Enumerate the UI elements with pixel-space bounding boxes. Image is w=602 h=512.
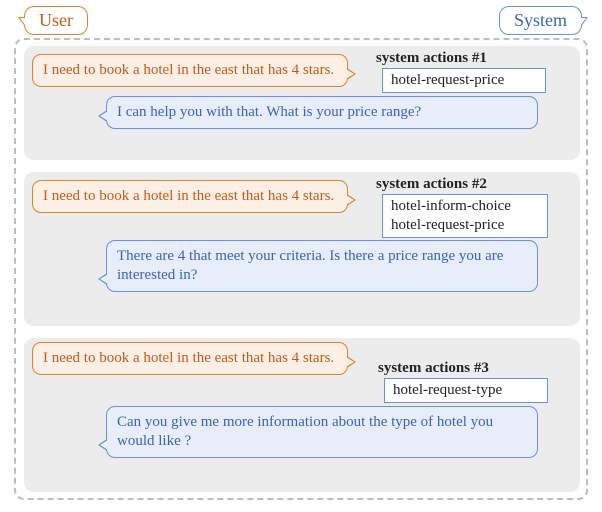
user-utterance-2: I need to book a hotel in the east that … bbox=[32, 180, 348, 213]
bubble-tail-fill bbox=[346, 195, 354, 205]
system-actions-box-1: hotel-request-price bbox=[382, 68, 546, 93]
bubble-tail-fill bbox=[346, 357, 354, 367]
diagram-canvas: User System I need to book a hotel in th… bbox=[14, 8, 588, 504]
bubble-tail-fill bbox=[100, 440, 108, 450]
system-action-line: hotel-request-price bbox=[391, 216, 539, 235]
dialogue-panel-3: I need to book a hotel in the east that … bbox=[24, 338, 580, 492]
dialogue-panel-1: I need to book a hotel in the east that … bbox=[24, 46, 580, 160]
dialogue-container: I need to book a hotel in the east that … bbox=[14, 38, 588, 500]
system-actions-box-3: hotel-request-type bbox=[384, 378, 548, 403]
user-utterance-3: I need to book a hotel in the east that … bbox=[32, 342, 348, 375]
system-reply-1: I can help you with that. What is your p… bbox=[106, 96, 538, 129]
bubble-tail-fill bbox=[100, 274, 108, 284]
system-reply-text: There are 4 that meet your criteria. Is … bbox=[117, 248, 503, 283]
system-reply-text: Can you give me more information about t… bbox=[117, 414, 493, 449]
system-role-label: System bbox=[499, 6, 582, 35]
bubble-tail-fill bbox=[100, 111, 108, 121]
system-action-line: hotel-inform-choice bbox=[391, 197, 539, 216]
system-actions-header-1: system actions #1 bbox=[376, 50, 487, 67]
user-role-label: User bbox=[24, 6, 88, 35]
system-reply-text: I can help you with that. What is your p… bbox=[117, 104, 421, 120]
dialogue-panel-2: I need to book a hotel in the east that … bbox=[24, 172, 580, 326]
system-actions-box-2: hotel-inform-choicehotel-request-price bbox=[382, 194, 548, 238]
system-action-line: hotel-request-price bbox=[391, 71, 537, 90]
user-utterance-text: I need to book a hotel in the east that … bbox=[43, 62, 334, 78]
system-label-tail-fill bbox=[578, 18, 586, 29]
user-utterance-1: I need to book a hotel in the east that … bbox=[32, 54, 348, 87]
system-reply-2: There are 4 that meet your criteria. Is … bbox=[106, 240, 538, 292]
user-label-tail-fill bbox=[20, 18, 28, 29]
user-utterance-text: I need to book a hotel in the east that … bbox=[43, 188, 334, 204]
system-actions-header-2: system actions #2 bbox=[376, 176, 487, 193]
system-actions-header-3: system actions #3 bbox=[378, 360, 489, 377]
user-utterance-text: I need to book a hotel in the east that … bbox=[43, 350, 334, 366]
bubble-tail-fill bbox=[346, 69, 354, 79]
system-reply-3: Can you give me more information about t… bbox=[106, 406, 538, 458]
system-action-line: hotel-request-type bbox=[393, 381, 539, 400]
